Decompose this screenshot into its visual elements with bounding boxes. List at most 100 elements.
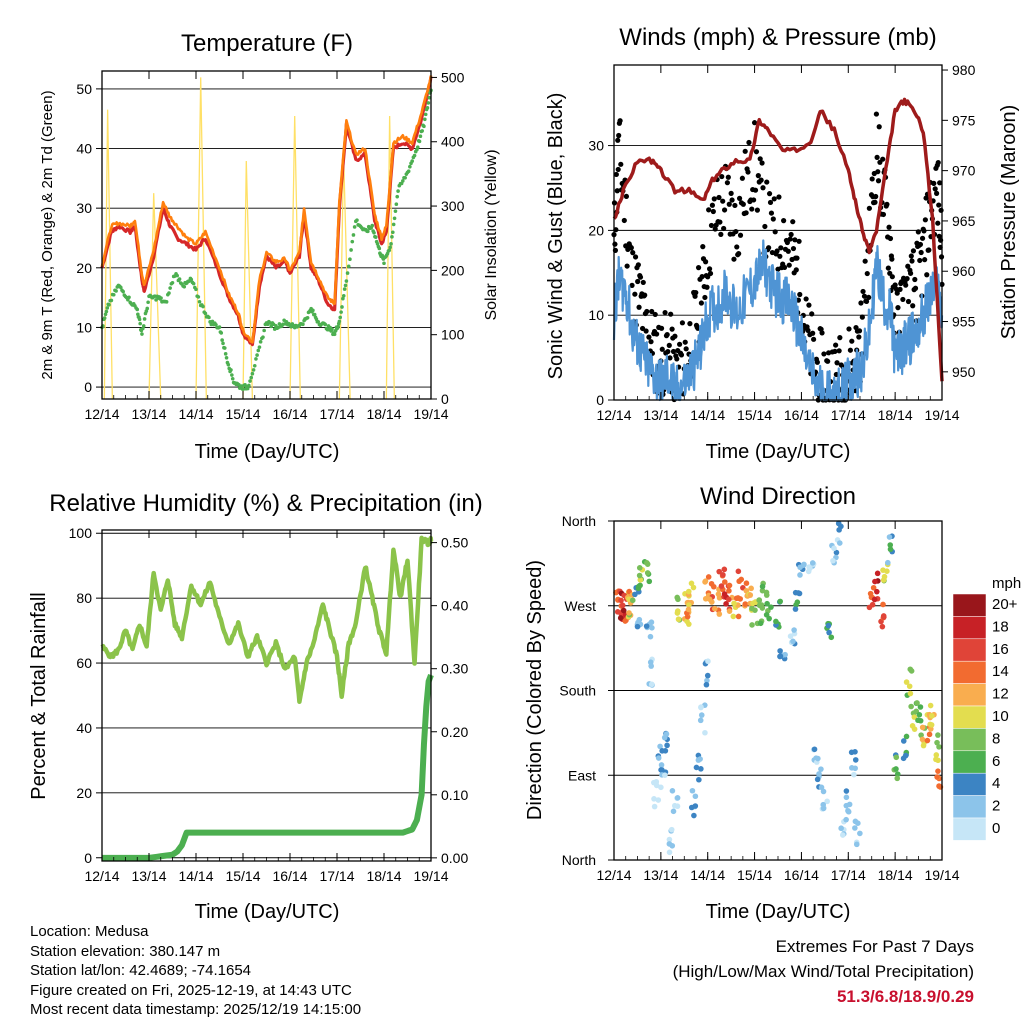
direction-dot	[749, 622, 755, 628]
gust-dot	[767, 199, 774, 206]
gust-dot	[836, 348, 842, 354]
colorbar-label: 8	[992, 730, 1000, 747]
humidity-panel: Relative Humidity (%) & Precipitation (i…	[28, 490, 483, 923]
gust-dot	[643, 328, 649, 334]
dewpoint-dot	[312, 312, 317, 317]
direction-dot	[879, 623, 886, 630]
colorbar-label: 18	[992, 618, 1009, 635]
gust-dot	[880, 211, 887, 218]
direction-dot	[748, 585, 754, 592]
dewpoint-dot	[427, 95, 432, 100]
gust-dot	[787, 236, 793, 242]
y2-tick-label: 0.10	[441, 787, 468, 803]
direction-dot	[759, 583, 766, 590]
dewpoint-dot	[214, 322, 218, 327]
gust-dot	[632, 254, 639, 260]
direction-ylabel: Direction (Colored By Speed)	[524, 560, 546, 820]
direction-dot	[900, 755, 907, 762]
gust-dot	[921, 228, 927, 234]
dewpoint-dot	[393, 209, 398, 213]
y2-tick-label: 100	[441, 327, 465, 343]
dewpoint-dot	[418, 134, 423, 138]
dewpoint-dot	[196, 295, 201, 299]
y-tick-label: 20	[76, 785, 92, 801]
direction-dot	[692, 793, 699, 800]
dewpoint-dot	[229, 368, 233, 372]
gust-dot	[809, 311, 815, 317]
direction-dot	[720, 572, 726, 578]
dewpoint-dot	[107, 302, 111, 307]
dewpoint-dot	[351, 233, 356, 237]
direction-dot	[880, 601, 886, 608]
solar-spike	[385, 116, 395, 400]
gust-dot	[900, 296, 906, 303]
gust-dot	[742, 148, 748, 154]
direction-dot	[794, 599, 801, 605]
gust-dot	[721, 225, 727, 232]
direction-dot	[711, 605, 718, 612]
dewpoint-dot	[230, 373, 234, 377]
gust-dot	[659, 346, 665, 352]
dewpoint-dot	[423, 117, 427, 122]
dewpoint-dot	[311, 308, 315, 313]
direction-dot	[893, 754, 900, 761]
x-tick-label: 15/14	[737, 407, 772, 423]
dewpoint-dot	[341, 293, 346, 298]
direction-dot	[934, 774, 940, 780]
direction-dot	[689, 787, 696, 794]
gust-dot	[664, 331, 670, 338]
dewpoint-dot	[197, 299, 202, 304]
direction-dot	[634, 623, 641, 630]
x-tick-label: 13/14	[131, 868, 166, 884]
dewpoint-dot	[191, 281, 196, 286]
direction-dot	[726, 582, 733, 589]
gust-dot	[644, 308, 650, 315]
direction-dot	[651, 796, 657, 802]
gust-dot	[766, 245, 772, 251]
dewpoint-dot	[222, 346, 227, 350]
gust-dot	[652, 311, 658, 318]
extremes-subtitle: (High/Low/Max Wind/Total Precipitation)	[672, 962, 974, 981]
gust-dot	[919, 235, 926, 241]
direction-dot	[935, 768, 941, 774]
gust-dot	[698, 300, 704, 306]
direction-dot	[742, 601, 749, 607]
gust-dot	[615, 137, 621, 143]
direction-dot	[828, 634, 835, 641]
direction-dot	[805, 568, 812, 575]
dewpoint-dot	[220, 338, 224, 342]
x-tick-label: 13/14	[643, 867, 678, 883]
gust-dot	[793, 267, 799, 273]
gust-dot	[699, 274, 705, 280]
y2-tick-label: 0	[441, 391, 449, 407]
gust-dot	[654, 331, 660, 337]
direction-dot	[872, 578, 878, 585]
dewpoint-dot	[394, 202, 399, 206]
direction-dot	[836, 540, 843, 546]
gust-dot	[612, 241, 618, 247]
direction-dot	[825, 622, 832, 629]
colorbar-swatch	[952, 683, 987, 707]
dewpoint-dot	[177, 277, 182, 281]
direction-dot	[927, 702, 934, 709]
direction-dot	[636, 565, 643, 571]
gust-dot	[788, 231, 794, 238]
direction-title: Wind Direction	[700, 483, 856, 510]
direction-dot	[763, 589, 770, 596]
dewpoint-dot	[346, 264, 351, 269]
direction-dot	[704, 677, 710, 684]
direction-dot	[675, 596, 681, 603]
dewpoint-dot	[401, 179, 405, 183]
gust-dot	[733, 228, 739, 235]
gust-dot	[712, 226, 718, 232]
direction-xlabel: Time (Day/UTC)	[706, 901, 851, 923]
y-tick-label: East	[568, 767, 596, 783]
solar-spike	[103, 109, 113, 400]
gust-dot	[908, 253, 914, 259]
x-tick-label: 16/14	[784, 867, 819, 883]
colorbar-swatch	[952, 705, 987, 729]
y2-tick-label: 980	[952, 62, 976, 78]
gust-dot	[892, 282, 898, 288]
colorbar-label: 0	[992, 820, 1000, 837]
direction-dot	[853, 841, 860, 848]
